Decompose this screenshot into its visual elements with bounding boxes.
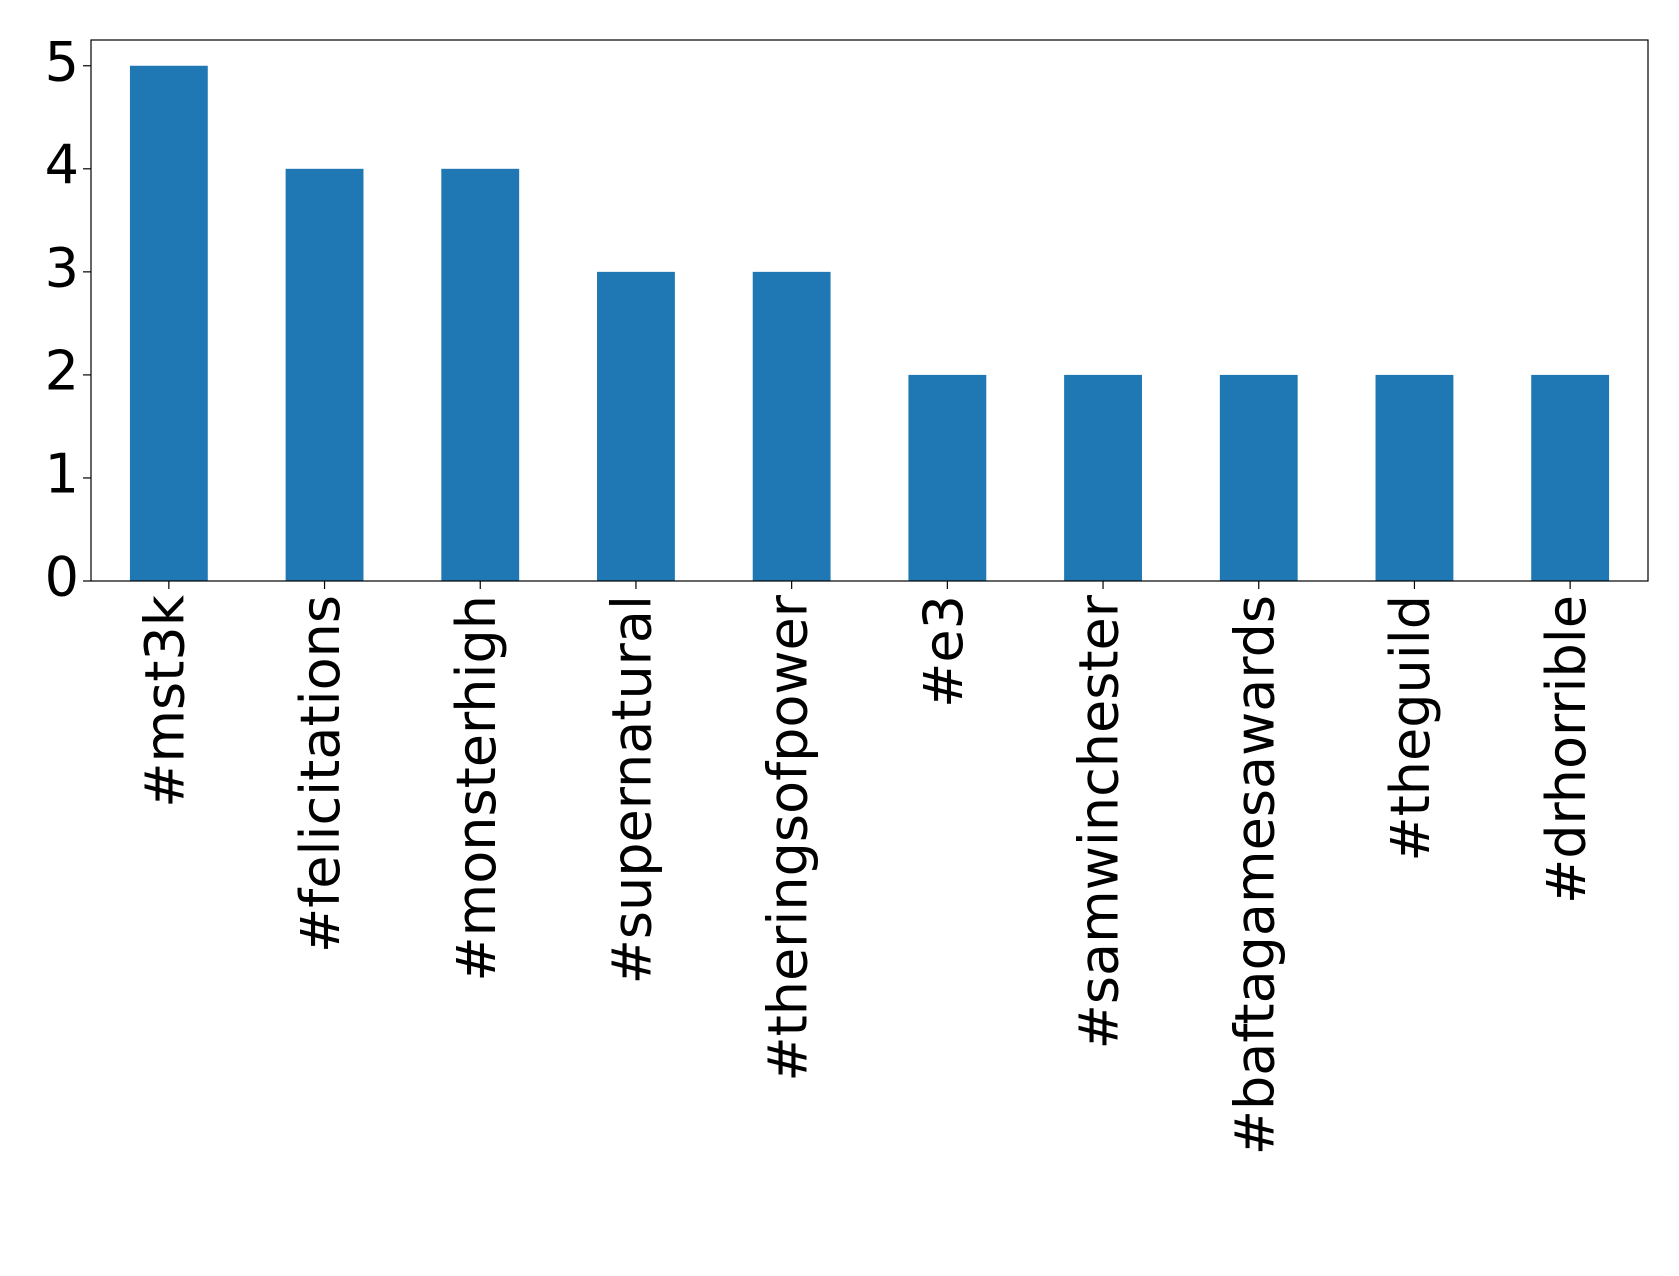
y-tick-label: 3: [45, 236, 79, 299]
bar: [1531, 374, 1610, 581]
x-tick-label: #drhorrible: [1535, 595, 1598, 904]
x-tick-label: #supernatural: [601, 595, 664, 984]
x-tick-label: #baftagamesawards: [1223, 595, 1286, 1155]
x-tick-label: #e3: [912, 595, 975, 708]
bar: [908, 374, 987, 581]
x-tick-label: #felicitations: [289, 595, 352, 953]
x-tick-label: #mst3k: [133, 594, 196, 808]
bar: [129, 65, 208, 581]
bar: [1219, 374, 1298, 581]
x-tick-label: #theguild: [1379, 595, 1442, 862]
bar: [1064, 374, 1142, 581]
y-tick-label: 0: [45, 546, 79, 609]
x-tick-label: #samwinchester: [1068, 594, 1131, 1049]
plot-frame: [90, 39, 1649, 582]
bar: [1375, 374, 1454, 581]
y-tick-label: 4: [45, 133, 79, 196]
y-tick-label: 2: [45, 340, 79, 403]
bar: [441, 168, 520, 582]
bar: [752, 271, 831, 581]
bar: [597, 271, 675, 581]
x-tick-label: #monsterhigh: [445, 595, 508, 982]
y-tick-label: 1: [45, 443, 79, 506]
bar: [285, 168, 364, 582]
y-tick-label: 5: [45, 30, 79, 93]
x-tick-label: #theringsofpower: [756, 594, 819, 1081]
